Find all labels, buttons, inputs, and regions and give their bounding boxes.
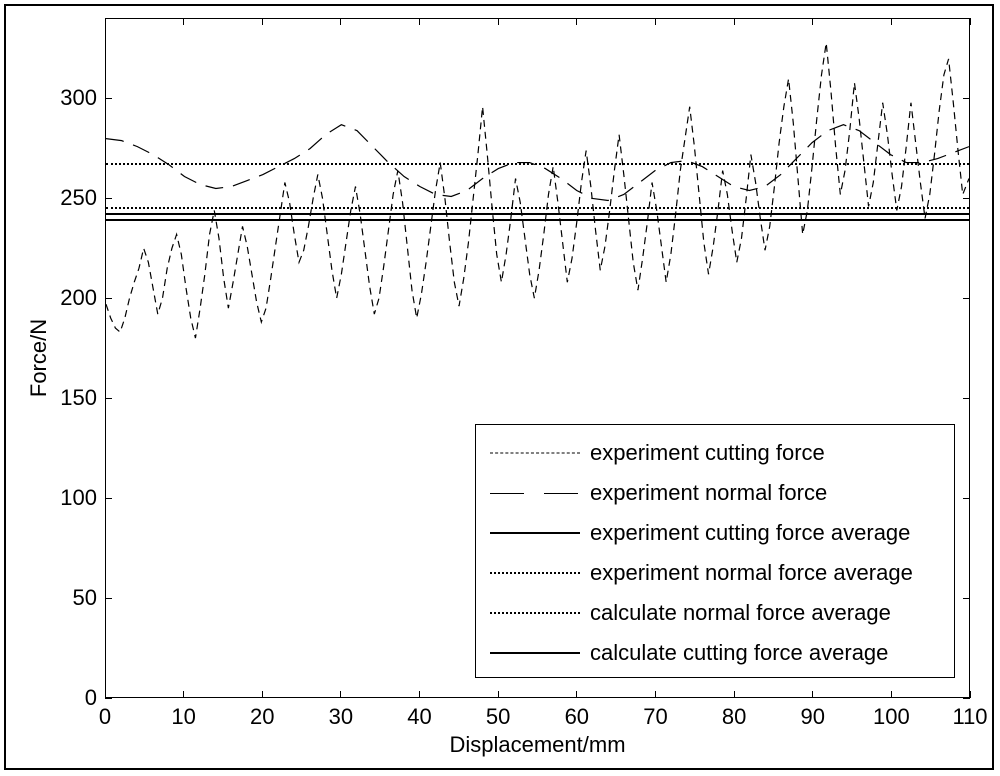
legend-swatch bbox=[490, 443, 580, 463]
y-tick-label: 0 bbox=[85, 685, 97, 711]
legend-item: calculate normal force average bbox=[476, 593, 968, 633]
x-tick-label: 20 bbox=[250, 704, 274, 730]
reference-line bbox=[106, 219, 969, 221]
series-line bbox=[106, 43, 969, 338]
y-tick bbox=[963, 698, 970, 699]
y-tick-label: 250 bbox=[60, 185, 97, 211]
legend-label: experiment cutting force bbox=[590, 440, 825, 466]
x-tick-label: 30 bbox=[329, 704, 353, 730]
x-tick bbox=[655, 18, 656, 25]
x-tick bbox=[812, 691, 813, 698]
legend-box: experiment cutting force experiment norma… bbox=[475, 424, 955, 678]
legend-swatch bbox=[490, 563, 580, 583]
y-tick bbox=[963, 598, 970, 599]
reference-line bbox=[106, 213, 969, 215]
x-tick bbox=[498, 18, 499, 25]
x-tick bbox=[734, 18, 735, 25]
y-tick bbox=[105, 198, 112, 199]
x-tick bbox=[340, 691, 341, 698]
x-tick-label: 50 bbox=[486, 704, 510, 730]
y-tick-label: 150 bbox=[60, 385, 97, 411]
x-tick-label: 60 bbox=[565, 704, 589, 730]
y-tick bbox=[105, 698, 112, 699]
x-tick-label: 0 bbox=[99, 704, 111, 730]
x-tick bbox=[419, 18, 420, 25]
legend-item: experiment cutting force bbox=[476, 433, 968, 473]
x-tick-label: 100 bbox=[873, 704, 910, 730]
x-tick bbox=[105, 18, 106, 25]
x-tick bbox=[891, 18, 892, 25]
x-tick-label: 40 bbox=[407, 704, 431, 730]
y-axis-label: Force/N bbox=[26, 319, 52, 397]
y-tick-label: 100 bbox=[60, 485, 97, 511]
x-tick-label: 70 bbox=[643, 704, 667, 730]
x-tick bbox=[183, 18, 184, 25]
x-tick bbox=[812, 18, 813, 25]
x-tick bbox=[262, 691, 263, 698]
y-tick bbox=[105, 398, 112, 399]
x-tick-label: 90 bbox=[800, 704, 824, 730]
y-tick bbox=[963, 498, 970, 499]
x-tick bbox=[576, 691, 577, 698]
legend-label: experiment normal force bbox=[590, 480, 827, 506]
x-tick bbox=[891, 691, 892, 698]
legend-label: experiment cutting force average bbox=[590, 520, 910, 546]
legend-item: experiment normal force bbox=[476, 473, 968, 513]
y-tick bbox=[963, 398, 970, 399]
y-tick-label: 200 bbox=[60, 285, 97, 311]
legend-item: experiment normal force average bbox=[476, 553, 968, 593]
reference-line bbox=[106, 163, 969, 165]
x-tick bbox=[340, 18, 341, 25]
x-tick bbox=[262, 18, 263, 25]
legend-swatch bbox=[490, 483, 580, 503]
y-tick bbox=[963, 98, 970, 99]
x-tick bbox=[183, 691, 184, 698]
x-tick bbox=[734, 691, 735, 698]
legend-label: experiment normal force average bbox=[590, 560, 913, 586]
legend-item: calculate cutting force average bbox=[476, 633, 968, 673]
x-tick bbox=[498, 691, 499, 698]
x-tick bbox=[576, 18, 577, 25]
y-tick bbox=[105, 298, 112, 299]
y-tick-label: 300 bbox=[60, 85, 97, 111]
y-tick bbox=[105, 498, 112, 499]
legend-label: calculate normal force average bbox=[590, 600, 891, 626]
legend-swatch bbox=[490, 603, 580, 623]
y-tick bbox=[105, 98, 112, 99]
x-tick bbox=[970, 18, 971, 25]
x-tick-label: 110 bbox=[952, 704, 987, 730]
x-tick-label: 80 bbox=[722, 704, 746, 730]
x-tick bbox=[655, 691, 656, 698]
y-tick bbox=[963, 298, 970, 299]
y-tick bbox=[963, 198, 970, 199]
y-tick bbox=[105, 598, 112, 599]
reference-line bbox=[106, 207, 969, 209]
x-axis-label: Displacement/mm bbox=[449, 732, 625, 758]
x-tick bbox=[419, 691, 420, 698]
x-tick-label: 10 bbox=[171, 704, 195, 730]
legend-swatch bbox=[490, 643, 580, 663]
y-tick-label: 50 bbox=[73, 585, 97, 611]
legend-label: calculate cutting force average bbox=[590, 640, 888, 666]
legend-item: experiment cutting force average bbox=[476, 513, 968, 553]
legend-swatch bbox=[490, 523, 580, 543]
